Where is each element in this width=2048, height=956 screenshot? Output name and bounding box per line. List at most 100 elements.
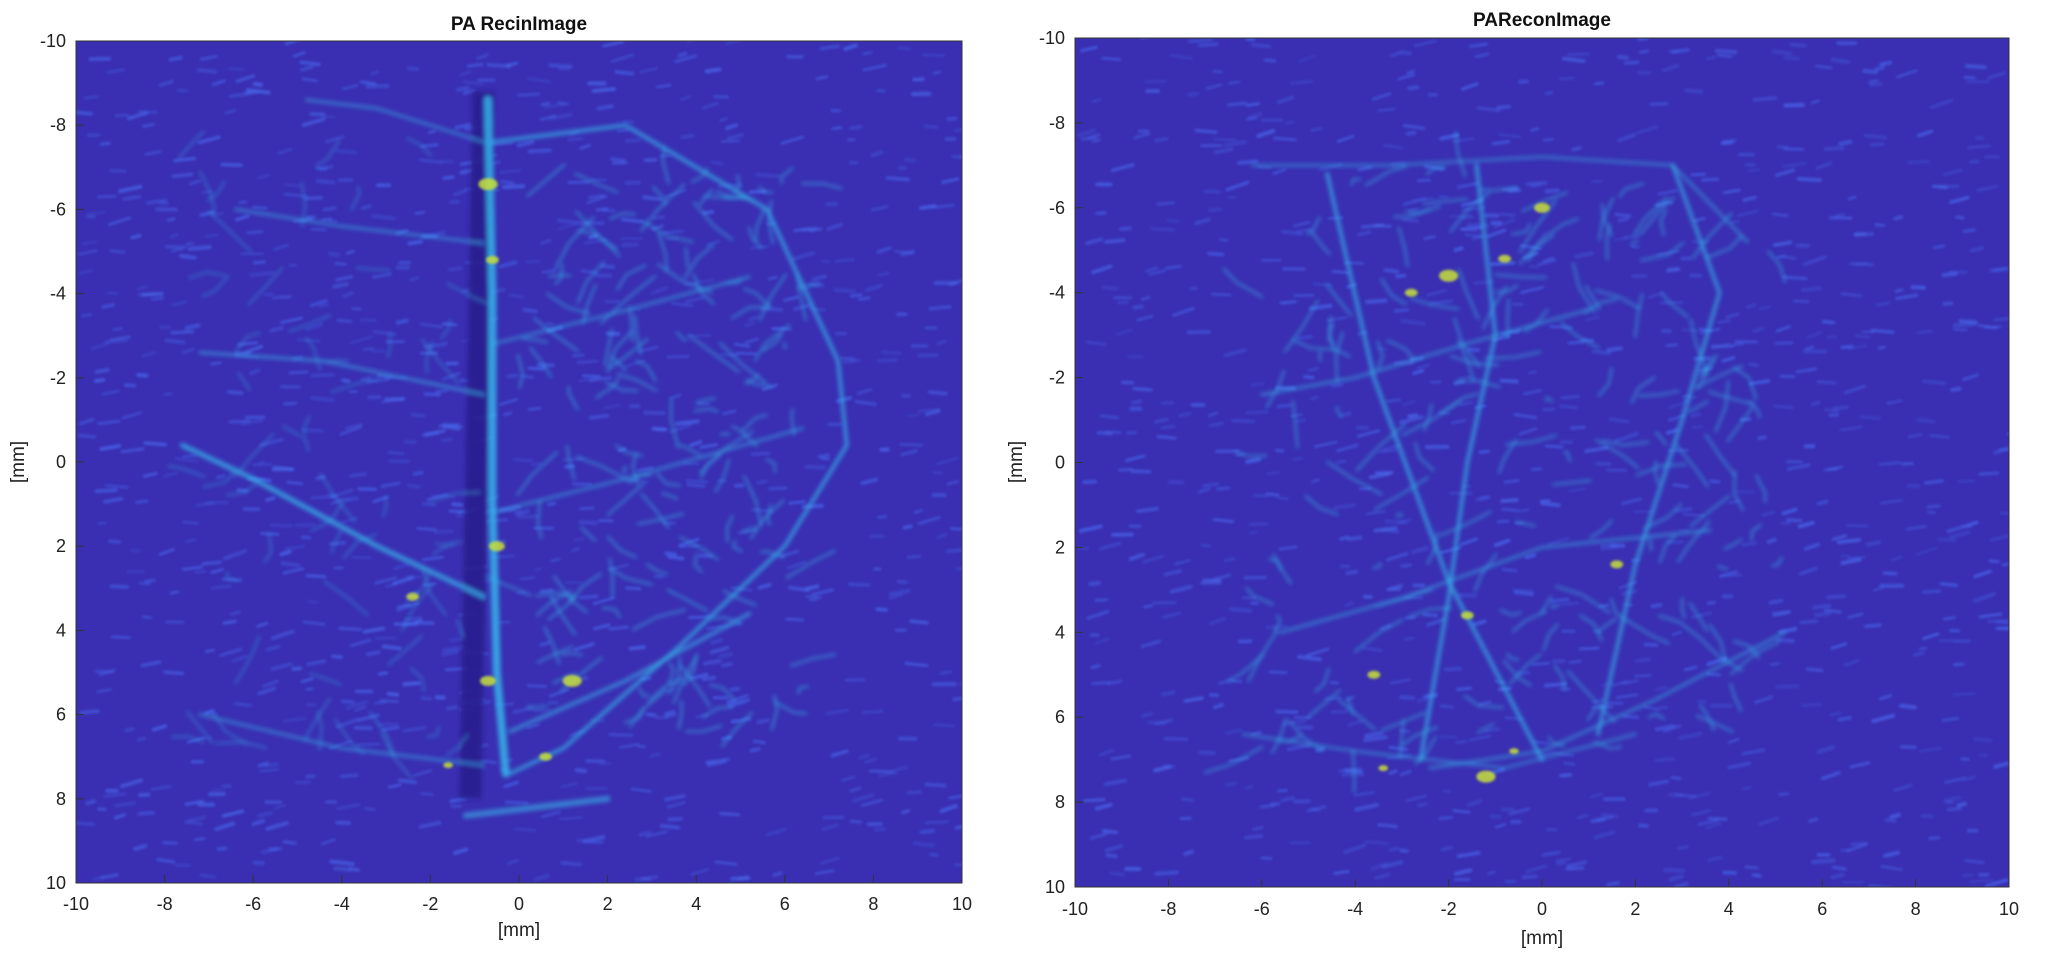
right-image-area — [1075, 38, 2009, 887]
speckle-streak — [85, 211, 106, 216]
vessel-path — [720, 711, 754, 748]
vessel-path — [1771, 556, 1784, 567]
speckle-streak — [1257, 165, 1272, 170]
vessel-path — [446, 733, 469, 756]
speckle-streak — [1374, 872, 1391, 880]
speckle-streak — [1399, 50, 1413, 56]
speckle-streak — [1634, 657, 1652, 664]
vessel-path — [745, 378, 773, 388]
speckle-streak — [108, 216, 132, 226]
speckle-streak — [377, 722, 399, 726]
speckle-streak — [931, 204, 955, 209]
speckle-streak — [1511, 588, 1534, 593]
speckle-streak — [329, 859, 355, 866]
speckle-streak — [262, 762, 280, 768]
speckle-streak — [301, 535, 312, 540]
vessel-path — [516, 353, 524, 390]
speckle-streak — [1163, 737, 1189, 741]
vessel-path — [1589, 519, 1613, 540]
y-tick-label: -2 — [50, 368, 66, 388]
speckle-streak — [1663, 868, 1686, 873]
vessel-path — [199, 170, 216, 213]
speckle-streak — [454, 122, 472, 130]
speckle-streak — [1993, 761, 2009, 769]
vessel-path — [783, 342, 787, 349]
speckle-streak — [411, 413, 426, 418]
speckle-streak — [252, 81, 263, 87]
speckle-streak — [1467, 799, 1483, 807]
vessel-path — [1729, 682, 1743, 712]
speckle-streak — [1942, 616, 1956, 621]
speckle-streak — [645, 712, 657, 718]
vessel-path — [490, 123, 849, 776]
speckle-streak — [652, 215, 666, 220]
speckle-streak — [300, 677, 314, 683]
speckle-streak — [199, 54, 218, 61]
speckle-streak — [1136, 315, 1154, 322]
speckle-streak — [188, 179, 201, 186]
speckle-streak — [1330, 709, 1349, 714]
speckle-streak — [737, 875, 750, 881]
speckle-streak — [954, 863, 962, 867]
y-tick-label: -8 — [50, 115, 66, 135]
speckle-streak — [211, 211, 224, 217]
speckle-streak — [946, 480, 959, 486]
vessel-path — [1428, 630, 1787, 770]
speckle-streak — [821, 823, 839, 831]
vessel-path — [1648, 712, 1666, 720]
speckle-streak — [1836, 538, 1862, 544]
vessel-path — [550, 595, 577, 636]
speckle-streak — [489, 141, 514, 146]
vessel-path — [691, 167, 709, 183]
speckle-streak — [256, 174, 270, 180]
speckle-streak — [1335, 459, 1347, 465]
vessel-path — [546, 292, 591, 315]
vessel-path — [795, 273, 807, 322]
speckle-streak — [1677, 845, 1689, 850]
speckle-streak — [187, 815, 207, 823]
speckle-streak — [78, 417, 95, 426]
speckle-streak — [1520, 285, 1545, 295]
speckle-streak — [1483, 727, 1501, 733]
speckle-streak — [849, 293, 863, 298]
speckle-streak — [638, 345, 659, 353]
speckle-streak — [870, 205, 889, 212]
speckle-streak — [201, 560, 223, 566]
speckle-streak — [1104, 430, 1122, 434]
vessel-path — [198, 351, 486, 397]
speckle-streak — [1250, 382, 1265, 387]
speckle-streak — [1690, 611, 1713, 619]
speckle-streak — [1275, 709, 1299, 714]
vessel-path — [1450, 355, 1500, 367]
speckle-streak — [1883, 850, 1901, 858]
speckle-streak — [418, 821, 442, 829]
speckle-streak — [1439, 704, 1454, 709]
vessel-path — [1697, 354, 1719, 390]
speckle-streak — [1816, 745, 1835, 754]
vessel-path — [730, 305, 771, 320]
speckle-streak — [1550, 597, 1570, 603]
right-plot-title: PAReconImage — [1473, 10, 1611, 31]
x-tick-label: -2 — [422, 894, 438, 914]
speckle-streak — [702, 101, 719, 110]
speckle-streak — [1810, 99, 1820, 104]
speckle-streak — [651, 426, 667, 432]
speckle-streak — [752, 739, 766, 744]
speckle-streak — [1406, 69, 1416, 75]
speckle-streak — [1200, 544, 1212, 548]
vessel-path — [645, 563, 668, 576]
speckle-streak — [525, 259, 541, 264]
speckle-streak — [922, 53, 946, 57]
speckle-streak — [185, 538, 197, 544]
speckle-streak — [611, 53, 634, 63]
vessel-path — [1288, 720, 1324, 752]
speckle-streak — [204, 234, 218, 238]
speckle-streak — [516, 92, 541, 97]
speckle-streak — [1236, 159, 1259, 166]
vessel-path — [796, 282, 821, 290]
speckle-streak — [1268, 670, 1288, 674]
speckle-streak — [1843, 384, 1867, 395]
speckle-streak — [1814, 611, 1831, 618]
